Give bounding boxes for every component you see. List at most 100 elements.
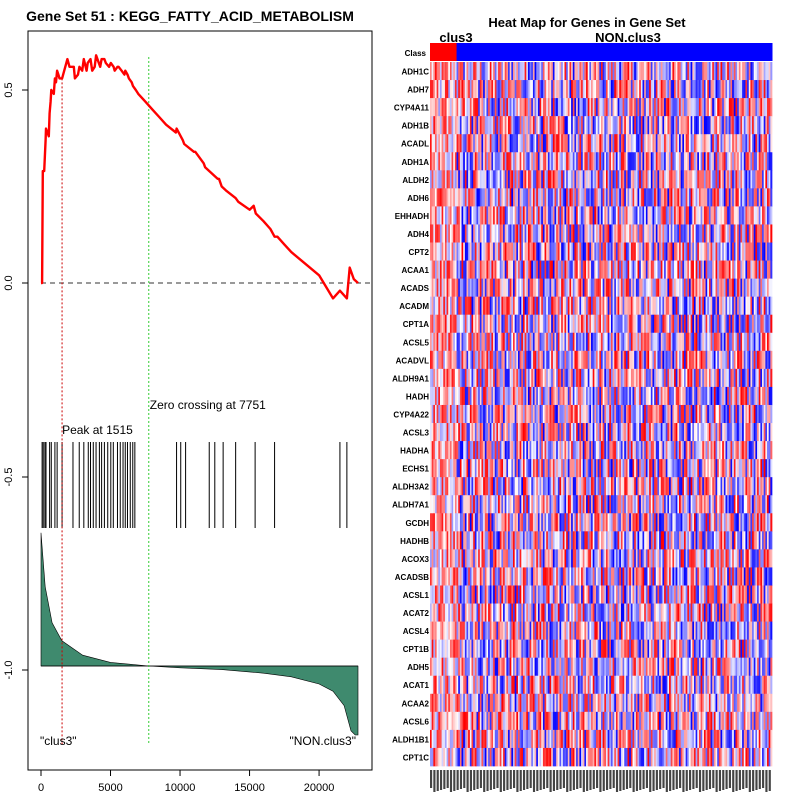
heatmap-cell [484,260,487,279]
heatmap-cell [697,170,700,189]
heatmap-cell [642,350,645,370]
heatmap-cell [506,188,509,207]
heatmap-cell [511,350,514,370]
heatmap-cell [449,368,452,388]
heatmap-cell [750,332,753,352]
heatmap-cell [547,404,550,424]
heatmap-cell [493,296,496,316]
heatmap-cell [521,62,524,81]
heatmap-cell [607,188,610,207]
heatmap-cell [554,350,557,370]
heatmap-cell [458,224,461,243]
heatmap-cell [574,98,577,117]
heatmap-cell [703,368,706,388]
heatmap-cell [499,98,502,117]
heatmap-cell [634,278,637,298]
heatmap-cell [672,350,675,370]
heatmap-cell [448,116,451,135]
heatmap-cell [710,152,713,171]
heatmap-cell [453,278,456,298]
heatmap-cell [556,386,559,406]
heatmap-cell [625,224,628,243]
heatmap-cell [657,260,660,279]
heatmap-cell [436,332,439,352]
heatmap-cell [594,423,597,442]
heatmap-cell [559,404,562,424]
heatmap-cell [537,477,540,496]
heatmap-cell [757,314,760,334]
heatmap-cell [672,441,675,460]
heatmap-cell [527,206,530,225]
heatmap-cell [755,80,758,99]
heatmap-cell [708,116,711,135]
heatmap-cell [607,206,610,225]
heatmap-cell [572,477,575,496]
heatmap-cell [483,98,486,117]
heatmap-cell [464,423,467,442]
heatmap-cell [728,423,731,442]
heatmap-cell [478,423,481,442]
heatmap-cell [629,423,632,442]
heatmap-cell [642,170,645,189]
heatmap-cell [443,459,446,478]
heatmap-cell [657,188,660,207]
heatmap-cell [549,98,552,117]
heatmap-cell [521,80,524,99]
heatmap-cell [448,224,451,243]
heatmap-cell [574,80,577,99]
heatmap-cell [765,386,768,406]
heatmap-cell [539,152,542,171]
heatmap-cell [675,441,678,460]
heatmap-cell [654,386,657,406]
heatmap-cell [552,98,555,117]
heatmap-cell [581,206,584,225]
heatmap-cell [637,98,640,117]
heatmap-cell [551,116,554,135]
heatmap-cell [687,260,690,279]
heatmap-cell [737,206,740,225]
heatmap-cell [493,134,496,153]
heatmap-cell [591,116,594,135]
heatmap-cell [669,116,672,135]
heatmap-cell [644,98,647,117]
heatmap-cell [473,116,476,135]
heatmap-cell [767,116,770,135]
heatmap-cell [685,477,688,496]
heatmap-cell [647,459,650,478]
heatmap-cell [532,62,535,81]
heatmap-cell [700,459,703,478]
heatmap-cell [547,296,550,316]
heatmap-cell [481,206,484,225]
heatmap-cell [586,62,589,81]
heatmap-cell [713,116,716,135]
heatmap-cell [463,242,466,261]
heatmap-cell [664,296,667,316]
heatmap-cell [649,152,652,171]
heatmap-cell [483,206,486,225]
heatmap-cell [635,260,638,279]
heatmap-cell [499,332,502,352]
heatmap-cell [446,350,449,370]
heatmap-cell [640,459,643,478]
heatmap-cell [750,368,753,388]
heatmap-cell [688,224,691,243]
heatmap-cell [612,278,615,298]
heatmap-cell [767,152,770,171]
heatmap-cell [758,278,761,298]
heatmap-cell [479,404,482,424]
heatmap-cell [725,62,728,81]
heatmap-cell [688,116,691,135]
heatmap-cell [735,242,738,261]
heatmap-cell [521,368,524,388]
heatmap-cell [727,350,730,370]
heatmap-cell [685,224,688,243]
heatmap-cell [527,368,530,388]
heatmap-cell [439,423,442,442]
heatmap-cell [549,477,552,496]
heatmap-cell [587,188,590,207]
heatmap-cell [458,368,461,388]
heatmap-cell [610,459,613,478]
heatmap-cell [476,441,479,460]
heatmap-cell [674,206,677,225]
heatmap-cell [542,404,545,424]
